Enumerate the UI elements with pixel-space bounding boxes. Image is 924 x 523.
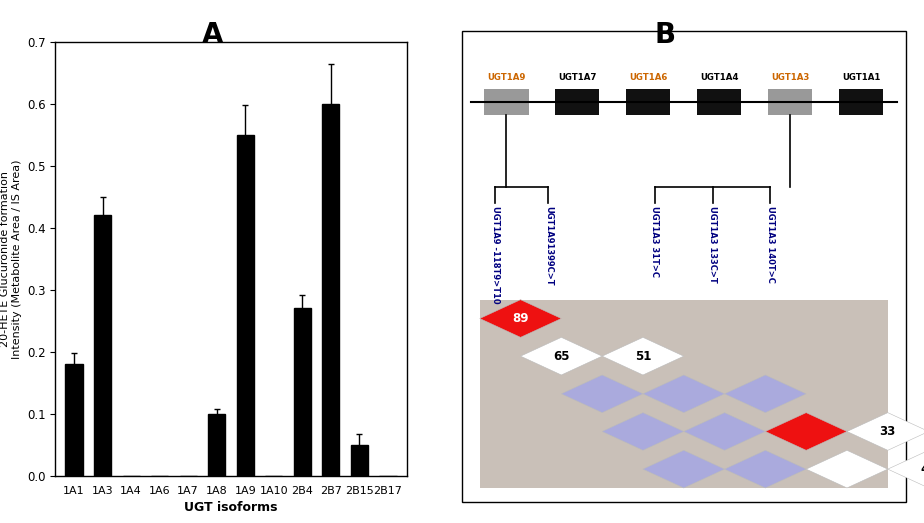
Text: UGT1A4: UGT1A4	[700, 73, 738, 82]
Polygon shape	[847, 413, 924, 450]
Bar	[697, 89, 741, 115]
Bar	[626, 89, 671, 115]
X-axis label: UGT isoforms: UGT isoforms	[184, 501, 278, 514]
Polygon shape	[888, 450, 924, 488]
Y-axis label: 20-HETE Glucuronide formation
Intensity (Metabolite Area / IS Area): 20-HETE Glucuronide formation Intensity …	[0, 159, 21, 359]
Text: UGT1A3 133C>T: UGT1A3 133C>T	[708, 206, 717, 282]
Bar	[294, 309, 311, 476]
Text: UGT1A7: UGT1A7	[558, 73, 597, 82]
Text: UGT1A3 140T>C: UGT1A3 140T>C	[766, 206, 774, 282]
Polygon shape	[724, 450, 806, 488]
Polygon shape	[643, 375, 724, 413]
Bar	[839, 89, 883, 115]
Polygon shape	[684, 413, 765, 450]
Polygon shape	[520, 337, 602, 375]
Text: 65: 65	[553, 350, 569, 362]
Polygon shape	[480, 300, 562, 337]
Polygon shape	[602, 337, 684, 375]
Polygon shape	[765, 413, 847, 450]
Text: 51: 51	[635, 350, 651, 362]
Bar	[208, 414, 225, 476]
Bar	[237, 135, 254, 476]
Bar	[768, 89, 812, 115]
Text: UGT1A9: UGT1A9	[487, 73, 526, 82]
Text: UGT1A91399C>T: UGT1A91399C>T	[544, 206, 553, 285]
Text: 45: 45	[920, 463, 924, 475]
Text: UGT1A9 -118T9>T10: UGT1A9 -118T9>T10	[491, 206, 500, 303]
Text: UGT1A6: UGT1A6	[629, 73, 667, 82]
Bar	[94, 215, 111, 476]
Polygon shape	[602, 413, 684, 450]
Polygon shape	[724, 375, 806, 413]
Bar	[322, 104, 339, 476]
Text: UGT1A3: UGT1A3	[771, 73, 809, 82]
Text: 33: 33	[880, 425, 896, 438]
Bar	[555, 89, 600, 115]
Text: A: A	[201, 21, 224, 49]
Polygon shape	[643, 450, 724, 488]
Text: 89: 89	[512, 312, 529, 325]
Bar	[484, 89, 529, 115]
Bar	[351, 445, 368, 476]
Polygon shape	[562, 375, 643, 413]
Text: UGT1A1: UGT1A1	[842, 73, 881, 82]
Bar	[480, 300, 888, 488]
Bar	[66, 365, 82, 476]
Polygon shape	[806, 450, 888, 488]
Text: B: B	[655, 21, 675, 49]
Text: UGT1A3 31T>C: UGT1A3 31T>C	[650, 206, 660, 277]
